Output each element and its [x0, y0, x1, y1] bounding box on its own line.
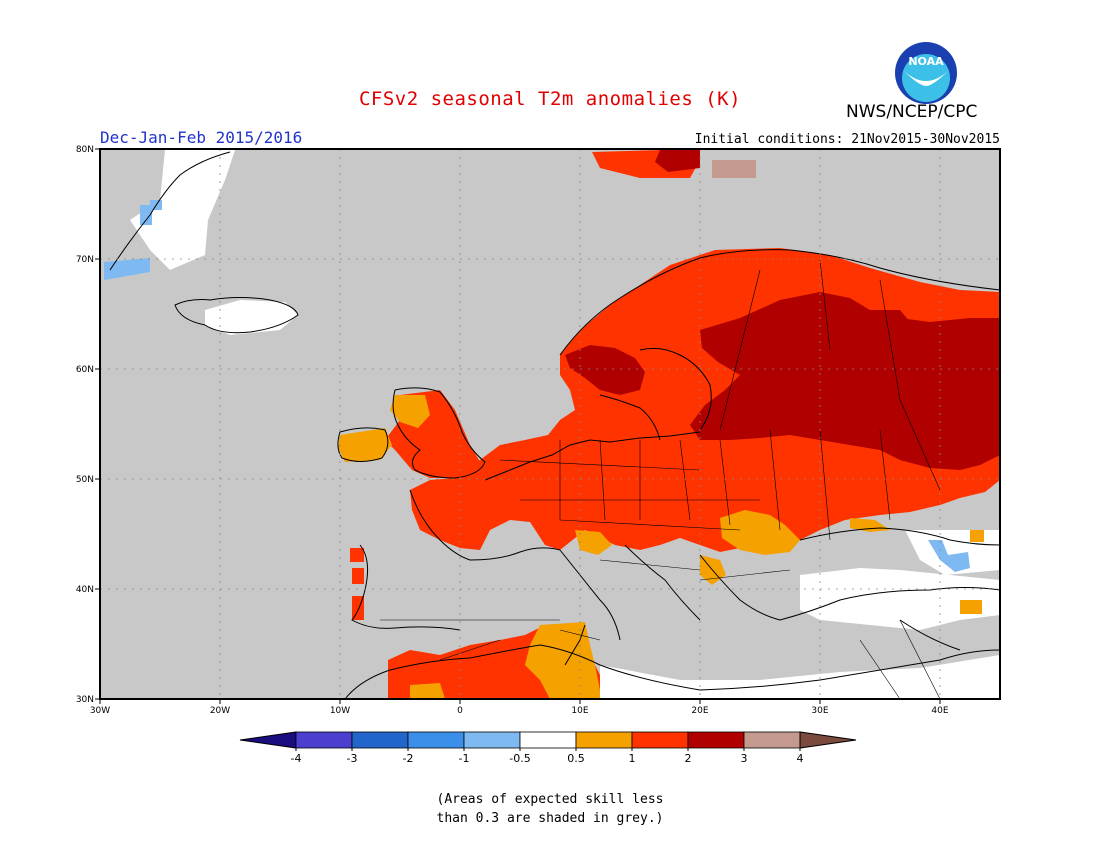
- colorbar-box: [463, 731, 521, 749]
- x-tick-label: 20W: [210, 706, 230, 716]
- colorbar-tick-label: 0.5: [567, 752, 585, 765]
- x-tick-labels: 30W 20W 10W 0 10E 20E 30E 40E: [90, 706, 949, 716]
- x-tick-label: 20E: [691, 706, 708, 716]
- colorbar-box: [687, 731, 745, 749]
- y-tick-label: 40N: [76, 585, 94, 595]
- agency-label: NWS/NCEP/CPC: [846, 102, 978, 122]
- colorbar-tick-label: -3: [347, 752, 358, 765]
- y-tick-label: 70N: [76, 255, 94, 265]
- colorbar-tick-label: -4: [291, 752, 302, 765]
- colorbar-tick-label: 4: [797, 752, 804, 765]
- colorbar-arrow-high: [799, 731, 857, 749]
- y-tick-labels: 30N 40N 50N 60N 70N 80N: [76, 145, 94, 705]
- colorbar-box: [575, 731, 633, 749]
- y-tick-label: 60N: [76, 365, 94, 375]
- coastlines: [109, 151, 1001, 700]
- colorbar-box: [631, 731, 689, 749]
- x-tick-label: 10E: [571, 706, 588, 716]
- logo-text: NOAA: [908, 55, 944, 68]
- y-tick-label: 30N: [76, 695, 94, 705]
- colorbar-tick-label: -2: [403, 752, 414, 765]
- season-label: Dec-Jan-Feb 2015/2016: [100, 128, 303, 147]
- colorbar-labels: -4 -3 -2 -1 -0.5 0.5 1 2 3 4: [291, 748, 804, 765]
- y-tick-label: 80N: [76, 145, 94, 155]
- map-title: CFSv2 seasonal T2m anomalies (K): [358, 88, 742, 110]
- colorbar-box: [519, 731, 577, 749]
- y-tick-label: 50N: [76, 475, 94, 485]
- map-frame: [99, 148, 1001, 700]
- colorbar-tick-label: -1: [459, 752, 470, 765]
- colorbar-tick-label: 3: [741, 752, 748, 765]
- warm-anomaly-2-3K: [565, 150, 1000, 470]
- colorbar-box: [351, 731, 409, 749]
- colorbar-arrow-low: [239, 731, 297, 749]
- x-tick-label: 0: [457, 706, 463, 716]
- noaa-logo: NOAA: [895, 42, 957, 104]
- colorbar-box: [295, 731, 353, 749]
- x-tick-label: 30W: [90, 706, 110, 716]
- x-tick-label: 40E: [931, 706, 948, 716]
- warm-anomaly-3-4K: [712, 160, 756, 178]
- skill-note-line-2: than 0.3 are shaded in grey.): [436, 811, 664, 826]
- initial-conditions-label: Initial conditions: 21Nov2015-30Nov2015: [694, 132, 1000, 147]
- skill-note-line-1: (Areas of expected skill less: [436, 792, 664, 807]
- map-gridlines: [100, 149, 1000, 699]
- colorbar-tick-label: -0.5: [509, 752, 530, 765]
- colorbar-tick-label: 2: [685, 752, 692, 765]
- colorbar-box: [743, 731, 801, 749]
- colorbar: -4 -3 -2 -1 -0.5 0.5 1 2 3 4: [239, 731, 857, 765]
- country-borders: [380, 259, 941, 700]
- logo-inner: [902, 54, 950, 102]
- colorbar-box: [407, 731, 465, 749]
- colorbar-tick-label: 1: [629, 752, 636, 765]
- cold-anomaly-shading: [104, 200, 970, 572]
- x-tick-label: 30E: [811, 706, 828, 716]
- logo-bird: [903, 70, 949, 86]
- x-tick-label: 10W: [330, 706, 350, 716]
- tick-marks: [95, 148, 941, 704]
- colorbar-boxes: [239, 731, 857, 749]
